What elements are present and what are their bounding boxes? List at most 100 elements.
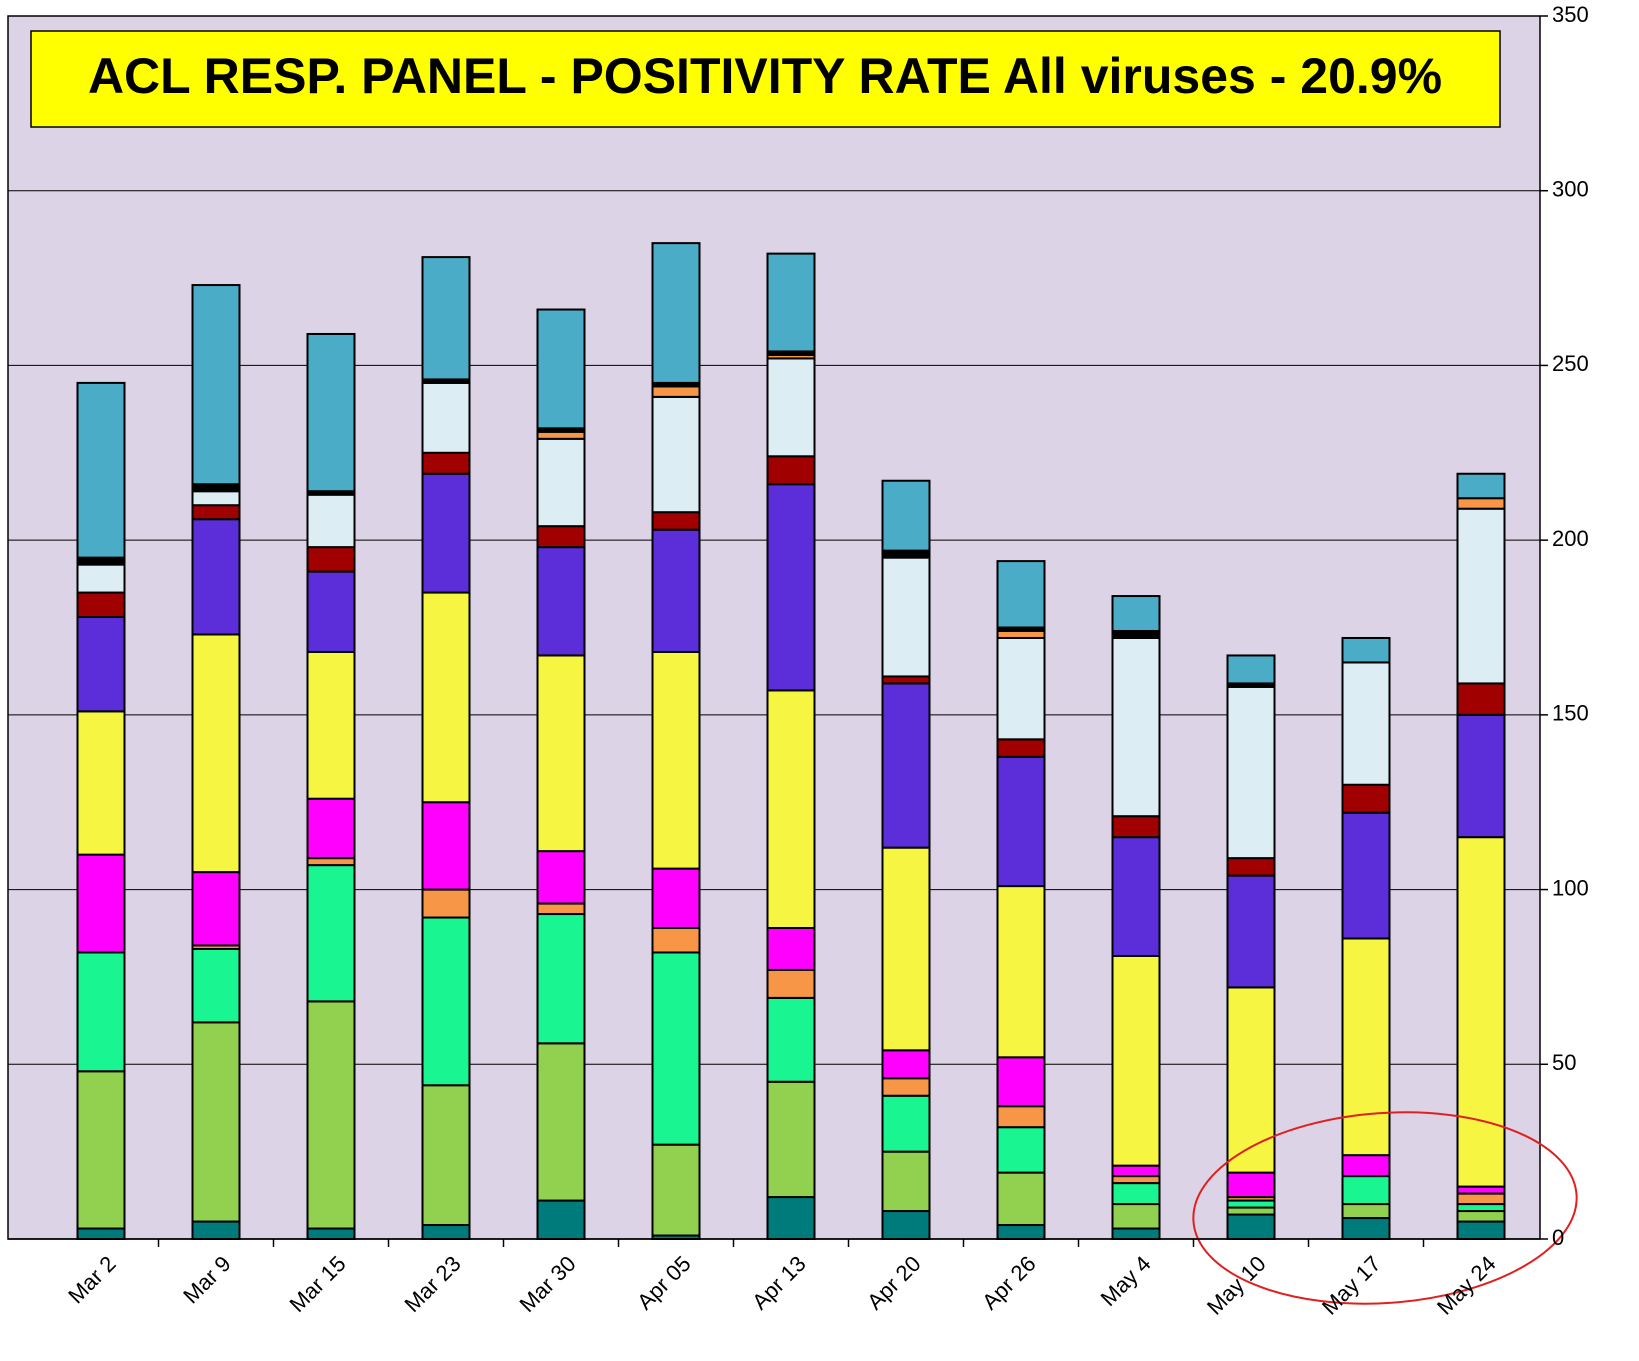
bar-segment: [881, 1049, 931, 1080]
bar-segment: [1111, 1175, 1161, 1185]
bar-segment: [191, 518, 241, 636]
bar-segment: [881, 1210, 931, 1240]
x-tick-label: May 10: [1202, 1251, 1271, 1320]
bar-segment: [536, 525, 586, 549]
bar-segment: [421, 1224, 471, 1240]
bar-segment: [306, 493, 356, 549]
bar-segment: [1111, 954, 1161, 1167]
bar-segment: [191, 284, 241, 486]
bar-segment: [191, 1220, 241, 1240]
bar-segment: [536, 1199, 586, 1241]
bar-segment: [536, 913, 586, 1045]
bar-segment: [651, 867, 701, 930]
bar-segment: [1456, 713, 1506, 839]
x-tick-label: May 4: [1096, 1251, 1156, 1311]
bar-segment: [191, 871, 241, 947]
bar-segment: [1226, 986, 1276, 1174]
x-tick-label: Mar 9: [178, 1251, 235, 1308]
bar-segment: [996, 1171, 1046, 1227]
bar-segment: [1111, 1164, 1161, 1178]
bar-segment: [306, 1000, 356, 1230]
bar-segment: [996, 738, 1046, 758]
bar-segment: [1456, 1185, 1506, 1195]
bar-segment: [1456, 682, 1506, 716]
bar-segment: [1111, 1203, 1161, 1230]
bar-segment: [1341, 811, 1391, 940]
bar-segment: [651, 242, 701, 384]
bar-segment: [881, 1094, 931, 1153]
bar-segment: [76, 951, 126, 1073]
bar-segment: [1456, 497, 1506, 510]
bar-segment: [651, 1143, 701, 1237]
bar-segment: [881, 846, 931, 1052]
bar-segment: [76, 853, 126, 954]
bar-segment: [421, 888, 471, 919]
bar-segment: [421, 916, 471, 1087]
bar-segment: [536, 430, 586, 440]
bar-segment: [1456, 1220, 1506, 1240]
y-tick-label: 350: [1552, 2, 1589, 27]
bar-segment: [881, 556, 931, 678]
bar-segment: [306, 650, 356, 800]
bar-segment: [76, 591, 126, 619]
bar-segment: [651, 528, 701, 653]
bar-segment: [996, 755, 1046, 888]
bar-segment: [1341, 1217, 1391, 1241]
bar-segment: [1226, 1213, 1276, 1241]
chart-title: ACL RESP. PANEL - POSITIVITY RATE All vi…: [88, 48, 1442, 104]
bar-segment: [1226, 874, 1276, 989]
bar-segment: [536, 902, 586, 916]
bar-segment: [536, 437, 586, 528]
bar-segment: [536, 850, 586, 905]
bar-segment: [76, 710, 126, 856]
bar-segment: [996, 885, 1046, 1059]
bar-segment: [1341, 1154, 1391, 1178]
bar-segment: [421, 472, 471, 594]
bar-segment: [766, 357, 816, 458]
bar-segment: [1456, 1192, 1506, 1206]
y-tick-label: 100: [1552, 875, 1589, 900]
bar-segment: [306, 864, 356, 1003]
x-tick-label: Apr 20: [862, 1251, 926, 1315]
x-tick-label: Mar 2: [63, 1251, 120, 1308]
bar-segment: [306, 857, 356, 867]
bar-segment: [996, 560, 1046, 629]
x-tick-label: Apr 13: [747, 1251, 811, 1315]
bar-segment: [1111, 636, 1161, 818]
bar-segment: [1226, 654, 1276, 685]
x-tick-label: Apr 05: [632, 1251, 696, 1315]
bar-segment: [996, 629, 1046, 639]
bar-segment: [1341, 937, 1391, 1157]
bar-segment: [651, 395, 701, 514]
bar-segment: [76, 616, 126, 713]
bar-segment: [191, 490, 241, 507]
bar-segment: [766, 689, 816, 930]
bar-segment: [1341, 783, 1391, 814]
bar-segment: [421, 1084, 471, 1227]
y-tick-label: 0: [1552, 1225, 1564, 1250]
y-tick-label: 50: [1552, 1050, 1576, 1075]
bar-segment: [766, 483, 816, 692]
bar-segment: [881, 479, 931, 552]
bar-segment: [191, 947, 241, 1024]
title-box: [30, 30, 1501, 128]
highlight-ellipse: [1192, 1111, 1578, 1305]
bar-segment: [1341, 1203, 1391, 1220]
bar-segment: [766, 996, 816, 1083]
bar-segment: [766, 968, 816, 999]
bar-segment: [1456, 1203, 1506, 1213]
bar-segment: [1341, 636, 1391, 664]
bar-segment: [421, 381, 471, 454]
x-tick-label: Apr 26: [977, 1251, 1041, 1315]
bar-segment: [881, 549, 931, 559]
bar-segment: [306, 570, 356, 653]
bar-segment: [1226, 1171, 1276, 1199]
bar-segment: [421, 256, 471, 381]
bar-segment: [766, 927, 816, 971]
bar-segment: [766, 1080, 816, 1199]
bar-segment: [996, 1224, 1046, 1240]
bar-segment: [1111, 1182, 1161, 1206]
bar-segment: [996, 1126, 1046, 1174]
bar-segment: [1226, 1206, 1276, 1216]
